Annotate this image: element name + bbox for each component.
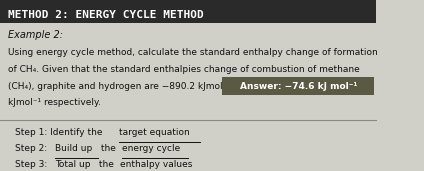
- Text: Answer: −74.6 kJ mol⁻¹: Answer: −74.6 kJ mol⁻¹: [240, 82, 357, 90]
- Text: (CH₄), graphite and hydrogen are −890.2 kJmol⁻¹, −393.4 kJmol⁻¹ and −285.7: (CH₄), graphite and hydrogen are −890.2 …: [8, 82, 361, 91]
- Text: kJmol⁻¹ respectively.: kJmol⁻¹ respectively.: [8, 98, 100, 107]
- Text: METHOD 2: ENERGY CYCLE METHOD: METHOD 2: ENERGY CYCLE METHOD: [8, 10, 203, 20]
- Text: of CH₄. Given that the standard enthalpies change of combustion of methane: of CH₄. Given that the standard enthalpi…: [8, 65, 359, 74]
- Text: enthalpy values: enthalpy values: [120, 160, 192, 169]
- FancyBboxPatch shape: [0, 0, 376, 23]
- Text: Step 2:: Step 2:: [15, 144, 50, 153]
- FancyBboxPatch shape: [222, 77, 374, 95]
- Text: Using energy cycle method, calculate the standard enthalpy change of formation: Using energy cycle method, calculate the…: [8, 48, 377, 57]
- Text: the: the: [98, 144, 119, 153]
- Text: Step 1: Identify the: Step 1: Identify the: [15, 128, 106, 137]
- Text: Example 2:: Example 2:: [8, 30, 62, 40]
- Text: Total up: Total up: [55, 160, 91, 169]
- Text: Build up: Build up: [55, 144, 92, 153]
- Text: energy cycle: energy cycle: [122, 144, 180, 153]
- Text: the: the: [96, 160, 117, 169]
- Text: Step 3:: Step 3:: [15, 160, 50, 169]
- Text: target equation: target equation: [119, 128, 189, 137]
